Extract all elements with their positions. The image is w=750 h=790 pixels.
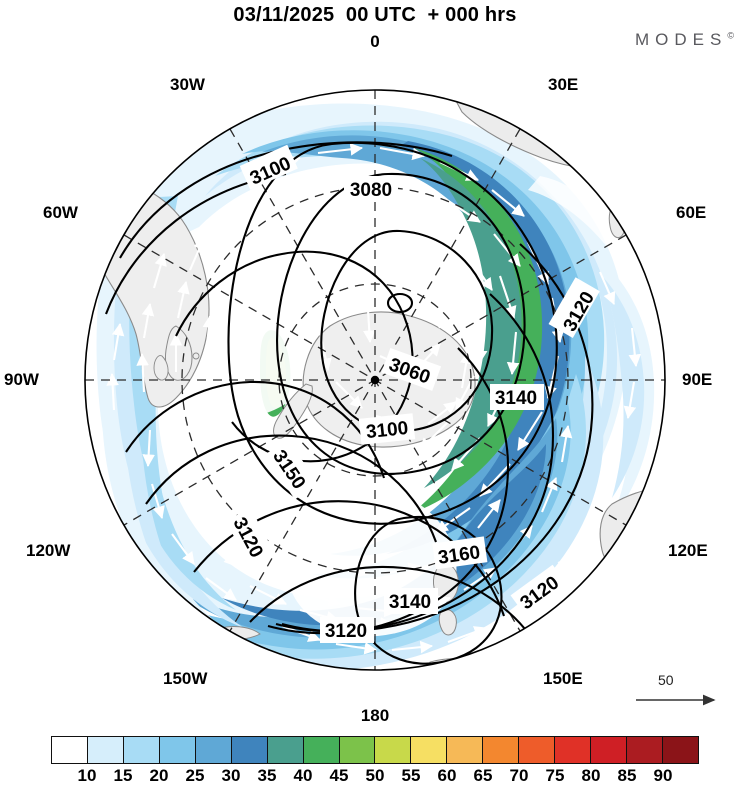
- colorbar-ticks: 10 15 20 25 30 35 40 45 50 55 60 65 70 75 80 85 90: [51, 766, 699, 790]
- page-title: 03/11/2025 00 UTC + 000 hrs: [233, 4, 517, 26]
- colorbar-tick-30: 30: [221, 766, 241, 785]
- colorbar-cell-5: [231, 737, 268, 763]
- lon-label-30w: 30W: [170, 75, 205, 94]
- copyright-icon: ©: [727, 30, 734, 41]
- colorbar-tick-70: 70: [509, 766, 529, 785]
- height-contours: [105, 141, 600, 667]
- lon-label-180: 180: [360, 706, 390, 725]
- reference-vector-label: 50: [658, 672, 674, 688]
- colorbar-tick-90: 90: [653, 766, 673, 785]
- colorbar-tick-55: 55: [401, 766, 421, 785]
- colorbar-tick-65: 65: [473, 766, 493, 785]
- colorbar-cell-1: [87, 737, 124, 763]
- lon-label-120w: 120W: [26, 541, 71, 560]
- lon-label-120e: 120E: [668, 541, 708, 560]
- polar-map: 3100 3080 3120 3060 3140 3100 3150 3120 …: [0, 26, 750, 706]
- lon-label-60w: 60W: [43, 203, 78, 222]
- colorbar-cell-17: [662, 737, 698, 763]
- colorbar-cell-15: [591, 737, 627, 763]
- reference-vector: 50: [632, 672, 728, 712]
- colorbar-tick-40: 40: [293, 766, 313, 785]
- colorbar-cell-7: [303, 737, 340, 763]
- colorbar-tick-50: 50: [365, 766, 385, 785]
- colorbar-cells: [51, 736, 699, 764]
- colorbar-tick-20: 20: [149, 766, 169, 785]
- colorbar-tick-80: 80: [581, 766, 601, 785]
- lon-label-60e: 60E: [676, 203, 707, 222]
- colorbar-tick-75: 75: [545, 766, 565, 785]
- lon-label-30e: 30E: [548, 75, 579, 94]
- colorbar-tick-10: 10: [77, 766, 97, 785]
- colorbar-tick-15: 15: [113, 766, 133, 785]
- modes-logo: MODES©: [635, 30, 734, 50]
- colorbar-cell-13: [519, 737, 556, 763]
- svg-text:3080: 3080: [350, 180, 392, 201]
- svg-text:3100: 3100: [365, 418, 409, 443]
- svg-text:3120: 3120: [325, 621, 367, 642]
- map-boundary: [84, 89, 666, 671]
- colorbar-cell-3: [159, 737, 196, 763]
- brand-text: MODES: [635, 30, 728, 49]
- colorbar-cell-2: [123, 737, 160, 763]
- colorbar-tick-45: 45: [329, 766, 349, 785]
- lon-label-150e: 150E: [543, 669, 583, 688]
- lon-label-0: 0: [370, 32, 380, 51]
- colorbar: 10 15 20 25 30 35 40 45 50 55 60 65 70 75 80 85 90: [0, 726, 750, 785]
- colorbar-cell-11: [447, 737, 484, 763]
- colorbar-tick-35: 35: [257, 766, 277, 785]
- colorbar-cell-10: [411, 737, 448, 763]
- svg-text:3140: 3140: [495, 388, 537, 409]
- colorbar-tick-85: 85: [617, 766, 637, 785]
- pole-marker: [370, 375, 380, 385]
- colorbar-cell-16: [627, 737, 663, 763]
- colorbar-cell-0: [52, 737, 88, 763]
- reference-vector-arrow: [636, 694, 716, 706]
- colorbar-cell-8: [339, 737, 376, 763]
- svg-text:3140: 3140: [389, 592, 431, 613]
- colorbar-cell-14: [555, 737, 592, 763]
- lon-label-90w: 90W: [4, 370, 39, 389]
- colorbar-cell-12: [483, 737, 520, 763]
- map-svg: 3100 3080 3120 3060 3140 3100 3150 3120 …: [84, 89, 666, 671]
- lon-label-150w: 150W: [163, 669, 208, 688]
- colorbar-cell-9: [375, 737, 412, 763]
- colorbar-cell-6: [267, 737, 304, 763]
- colorbar-tick-25: 25: [185, 766, 205, 785]
- colorbar-tick-60: 60: [437, 766, 457, 785]
- colorbar-cell-4: [195, 737, 232, 763]
- lon-label-90e: 90E: [682, 370, 713, 389]
